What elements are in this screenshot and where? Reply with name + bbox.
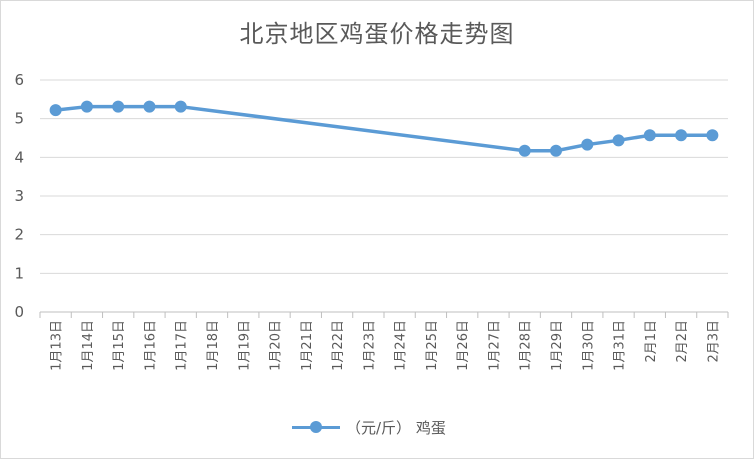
series-line <box>53 104 715 153</box>
data-point <box>706 129 719 142</box>
y-tick-label: 6 <box>14 71 24 89</box>
data-point <box>550 144 562 157</box>
x-tick-label: 1月18日 <box>206 320 221 371</box>
data-point <box>143 100 156 113</box>
x-tick-label: 1月19日 <box>237 320 252 371</box>
x-tick-label: 1月31日 <box>613 320 628 371</box>
x-tick-label: 1月20日 <box>269 320 284 371</box>
legend: （元/斤） 鸡蛋 <box>292 416 446 438</box>
x-tick-label: 1月29日 <box>550 320 565 371</box>
chart-title: 北京地区鸡蛋价格走势图 <box>239 20 515 48</box>
x-tick-label: 1月13日 <box>50 320 65 371</box>
x-tick-label: 2月1日 <box>644 320 659 363</box>
x-tick-label: 1月26日 <box>456 320 471 371</box>
x-tick-label: 1月24日 <box>394 320 409 371</box>
x-tick-label: 2月2日 <box>675 320 690 363</box>
legend-label: （元/斤） 鸡蛋 <box>346 418 446 437</box>
x-tick-label: 1月22日 <box>331 320 346 371</box>
y-tick-label: 5 <box>14 110 24 128</box>
x-tick-label: 1月16日 <box>143 320 158 371</box>
x-tick-label: 1月27日 <box>487 320 502 371</box>
y-tick-label: 0 <box>14 303 24 321</box>
y-tick-label: 3 <box>14 187 24 205</box>
data-point <box>112 100 125 113</box>
data-point <box>518 144 531 157</box>
data-point <box>612 134 625 147</box>
x-tick-label: 1月25日 <box>425 320 440 371</box>
data-point <box>581 138 594 151</box>
data-point <box>49 104 62 117</box>
x-tick-label: 1月17日 <box>175 320 190 371</box>
x-tick-label: 1月28日 <box>519 320 534 371</box>
x-tick-label: 2月3日 <box>706 320 721 363</box>
x-tick-label: 1月15日 <box>112 320 127 371</box>
x-tick-label: 1月21日 <box>300 320 315 371</box>
legend-swatch <box>292 420 340 434</box>
legend-marker <box>310 421 322 433</box>
data-point <box>643 129 656 142</box>
data-point <box>80 100 93 113</box>
x-tick-label: 1月30日 <box>581 320 596 371</box>
x-tick-label: 1月23日 <box>362 320 377 371</box>
data-point <box>675 129 688 142</box>
y-tick-label: 1 <box>14 264 24 282</box>
data-point <box>174 100 187 113</box>
y-tick-label: 2 <box>14 226 24 244</box>
y-tick-label: 4 <box>14 148 24 166</box>
x-tick-label: 1月14日 <box>81 320 96 371</box>
